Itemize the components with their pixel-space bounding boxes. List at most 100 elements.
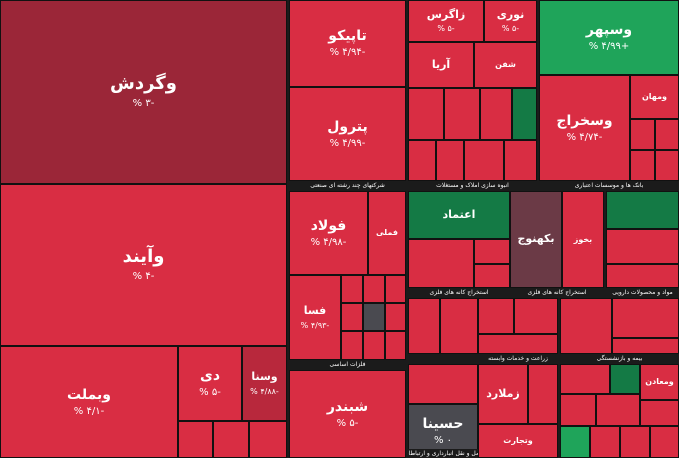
small-tile[interactable] — [514, 298, 558, 334]
ticker: وتجارت — [503, 436, 533, 446]
tile-vmahan[interactable]: ومهان — [630, 75, 679, 119]
small-tile[interactable] — [590, 426, 620, 458]
small-tile[interactable] — [560, 364, 610, 394]
small-tile[interactable] — [341, 331, 363, 360]
ticker: شبندر — [326, 398, 369, 415]
tile-bkhoz[interactable]: بخوز — [562, 191, 604, 288]
small-tile[interactable] — [655, 119, 679, 150]
small-tile[interactable] — [249, 421, 287, 458]
tile-vsina[interactable]: وسنا -۴/۸۸ % — [242, 346, 287, 421]
tile-zmalard[interactable]: زملارد — [478, 364, 528, 424]
small-tile[interactable] — [444, 88, 480, 140]
small-tile[interactable] — [474, 239, 510, 264]
ticker: فملی — [376, 228, 398, 238]
small-tile[interactable] — [606, 264, 679, 288]
small-tile[interactable] — [630, 119, 655, 150]
tile-etemad[interactable]: اعتماد — [408, 191, 510, 239]
change: ۰ % — [433, 434, 453, 446]
small-tile[interactable] — [474, 264, 510, 288]
sector-label-insurance: بیمه و بازنشستگی — [560, 354, 679, 363]
sector-label-drugs: مواد و محصولات دارویی — [606, 288, 679, 297]
small-tile[interactable] — [640, 400, 679, 426]
change: -۵ % — [437, 24, 455, 34]
small-tile[interactable] — [363, 303, 385, 331]
ticker: ومعادن — [645, 377, 674, 387]
small-tile[interactable] — [560, 394, 596, 426]
small-tile[interactable] — [408, 298, 440, 354]
tile-day[interactable]: دی -۵ % — [178, 346, 242, 421]
ticker: وسخراج — [556, 112, 613, 129]
tile-zakros[interactable]: زاگرس -۵ % — [408, 0, 484, 42]
small-tile[interactable] — [612, 298, 679, 338]
tile-bkahnooj[interactable]: بکهنوج — [510, 191, 562, 288]
small-tile[interactable] — [341, 275, 363, 303]
ticker: دی — [199, 368, 220, 385]
sector-label-transport: حمل و نقل انبارداری و ارتباطات — [408, 449, 478, 458]
tile-vaayand[interactable]: وآیند -۴ % — [0, 184, 287, 346]
sector-label-basic-metals: فلزات اساسی — [289, 360, 406, 369]
tile-fesa[interactable]: فسا -۴/۹۳ % — [289, 275, 341, 360]
small-tile[interactable] — [440, 298, 478, 354]
sector-label-bank: بانک ها و موسسات اعتباری — [539, 181, 679, 190]
small-tile[interactable] — [385, 275, 406, 303]
change: -۵ % — [199, 387, 221, 399]
change: -۴/۱ % — [73, 405, 105, 417]
tile-arya[interactable]: آریا — [408, 42, 474, 88]
tile-fmeli[interactable]: فملی — [368, 191, 406, 275]
tile-foolad[interactable]: فولاد -۴/۹۸ % — [289, 191, 368, 275]
change: -۴/۸۸ % — [250, 386, 279, 396]
small-tile[interactable] — [560, 298, 612, 354]
small-tile[interactable] — [596, 394, 640, 426]
sector-label-crops: زراعت و خدمات وابسته — [478, 354, 558, 363]
small-tile[interactable] — [478, 334, 558, 354]
small-tile[interactable] — [408, 88, 444, 140]
change: -۳ % — [132, 98, 155, 110]
small-tile[interactable] — [408, 140, 436, 181]
small-tile[interactable] — [363, 275, 385, 303]
tile-noori[interactable]: نوری -۵ % — [484, 0, 537, 42]
tile-vtejarat[interactable]: وتجارت — [478, 424, 558, 458]
small-tile[interactable] — [620, 426, 650, 458]
tile-vsepehr[interactable]: وسپهر +۴/۹۹ % — [539, 0, 679, 75]
small-tile[interactable] — [178, 421, 213, 458]
change: -۵ % — [336, 417, 359, 429]
small-tile[interactable] — [408, 239, 474, 288]
ticker: آریا — [431, 57, 451, 71]
tile-tapico[interactable]: تاپیکو -۴/۹۴ % — [289, 0, 406, 87]
small-tile[interactable] — [363, 331, 385, 360]
small-tile[interactable] — [464, 140, 504, 181]
small-tile[interactable] — [512, 88, 537, 140]
small-tile[interactable] — [655, 150, 679, 181]
small-tile[interactable] — [385, 331, 406, 360]
ticker: وآیند — [122, 246, 165, 268]
small-tile[interactable] — [606, 229, 679, 264]
sector-label-mining-2: استخراج کانه های فلزی — [510, 288, 604, 297]
tile-vbemelat[interactable]: وبملت -۴/۱ % — [0, 346, 178, 458]
tile-vmaaden[interactable]: ومعادن — [640, 364, 679, 400]
small-tile[interactable] — [504, 140, 537, 181]
ticker: بکهنوج — [517, 232, 555, 246]
small-tile[interactable] — [385, 303, 406, 331]
small-tile[interactable] — [606, 191, 679, 229]
small-tile[interactable] — [408, 364, 478, 404]
small-tile[interactable] — [612, 338, 679, 354]
ticker: زملارد — [486, 386, 520, 400]
tile-vsakhraj[interactable]: وسخراج -۴/۷۴ % — [539, 75, 630, 181]
small-tile[interactable] — [610, 364, 640, 394]
tile-vgardesh[interactable]: وگردش -۳ % — [0, 0, 287, 184]
small-tile[interactable] — [650, 426, 679, 458]
small-tile[interactable] — [213, 421, 249, 458]
small-tile[interactable] — [436, 140, 464, 181]
ticker: فولاد — [310, 217, 347, 234]
tile-shafan[interactable]: شفن — [474, 42, 537, 88]
sector-label-mining: استخراج کانه های فلزی — [408, 288, 510, 297]
small-tile[interactable] — [478, 298, 514, 334]
small-tile[interactable] — [480, 88, 512, 140]
small-tile[interactable] — [560, 426, 590, 458]
small-tile[interactable] — [528, 364, 558, 424]
tile-petrol[interactable]: پترول -۴/۹۹ % — [289, 87, 406, 181]
small-tile[interactable] — [630, 150, 655, 181]
small-tile[interactable] — [341, 303, 363, 331]
change: -۴/۹۹ % — [329, 137, 366, 149]
tile-shebendar[interactable]: شبندر -۵ % — [289, 370, 406, 458]
